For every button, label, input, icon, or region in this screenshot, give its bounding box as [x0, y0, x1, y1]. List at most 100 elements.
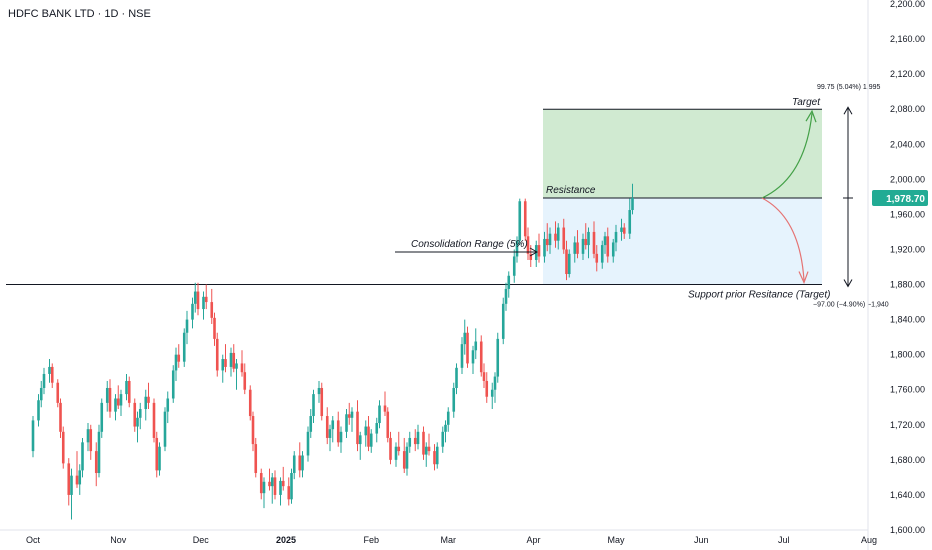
candle — [306, 426, 310, 462]
candle — [369, 429, 373, 453]
levels-layer — [6, 108, 822, 286]
candle — [287, 477, 291, 506]
candle-body — [229, 352, 233, 367]
candle-body — [136, 417, 139, 427]
candle-body — [210, 302, 214, 318]
candle-body — [545, 238, 549, 246]
candle — [86, 423, 90, 452]
candle — [56, 379, 60, 408]
candle-body — [100, 402, 104, 432]
candle — [389, 431, 392, 465]
candle — [248, 385, 252, 421]
measure-arrowhead-down — [843, 279, 853, 288]
candle-body — [70, 475, 73, 495]
candle-body — [622, 227, 626, 234]
y-tick-label: 2,080.00 — [890, 104, 925, 114]
candle-body — [416, 431, 420, 445]
candle-body — [133, 402, 137, 427]
candle — [213, 312, 216, 346]
zones-layer — [543, 109, 822, 285]
candle-body — [196, 291, 200, 310]
candle-body — [479, 341, 483, 373]
candle — [584, 223, 588, 250]
candle-body — [224, 359, 227, 367]
candle-body — [424, 446, 428, 455]
candle — [378, 400, 381, 429]
candle-body — [537, 245, 541, 257]
candle — [507, 271, 511, 298]
candle — [628, 198, 632, 239]
candle-body — [515, 240, 519, 257]
candle-body — [306, 431, 310, 456]
y-tick-label: 1,800.00 — [890, 350, 925, 360]
target-arrow — [761, 113, 813, 199]
candle — [562, 218, 566, 254]
candle — [61, 426, 65, 469]
candle-body — [367, 426, 370, 447]
candle — [78, 464, 82, 495]
candle — [405, 442, 409, 476]
candle — [587, 227, 590, 259]
candle — [138, 402, 142, 430]
candle — [433, 444, 436, 471]
candle — [576, 230, 579, 259]
candle — [254, 437, 258, 478]
candle — [444, 420, 447, 443]
candle-body — [394, 446, 398, 460]
candle-body — [518, 201, 522, 241]
candle-body — [460, 344, 464, 368]
candle-body — [116, 398, 120, 406]
y-tick-label: 1,720.00 — [890, 420, 925, 430]
candle — [452, 382, 456, 418]
candle-body — [375, 423, 379, 434]
candle-body — [581, 238, 585, 254]
candle-body — [435, 446, 439, 465]
candle — [493, 372, 497, 403]
candle — [125, 373, 128, 401]
candle-body — [144, 396, 148, 410]
candle — [185, 310, 189, 345]
x-tick-label: Apr — [526, 535, 540, 545]
candle-body — [292, 455, 296, 474]
resistance-label: Resistance — [546, 185, 596, 196]
candle — [202, 291, 205, 320]
candle — [581, 233, 585, 260]
candle-body — [114, 398, 117, 412]
candle-body — [232, 352, 236, 369]
candle — [534, 240, 538, 267]
candle — [606, 227, 610, 263]
candle-body — [595, 253, 599, 263]
candle-body — [614, 231, 618, 243]
candle — [595, 245, 599, 272]
candle-body — [125, 380, 128, 395]
candle — [422, 426, 425, 460]
candle — [435, 442, 439, 469]
target-label: Target — [792, 97, 821, 108]
candle — [42, 367, 46, 395]
candle-body — [127, 380, 131, 403]
candle — [229, 347, 233, 377]
candle-body — [331, 420, 335, 430]
candle-body — [147, 396, 150, 403]
candle — [328, 424, 332, 452]
candle — [397, 431, 401, 456]
candle-body — [611, 242, 615, 257]
measure-arrowhead-up — [843, 106, 853, 115]
candle-body — [108, 387, 112, 412]
candle — [268, 468, 271, 491]
candle — [383, 391, 387, 417]
candle — [463, 319, 467, 355]
candle — [298, 442, 302, 478]
candle — [155, 431, 159, 478]
candle — [460, 337, 464, 374]
candle — [235, 359, 238, 390]
x-tick-label: 2025 — [276, 535, 296, 545]
candle — [70, 468, 73, 520]
candle-body — [215, 338, 219, 371]
price-tag — [872, 190, 928, 207]
y-tick-label: 1,760.00 — [890, 385, 925, 395]
candle-body — [262, 481, 266, 494]
candle-body — [243, 372, 247, 390]
candle-body — [191, 303, 194, 320]
